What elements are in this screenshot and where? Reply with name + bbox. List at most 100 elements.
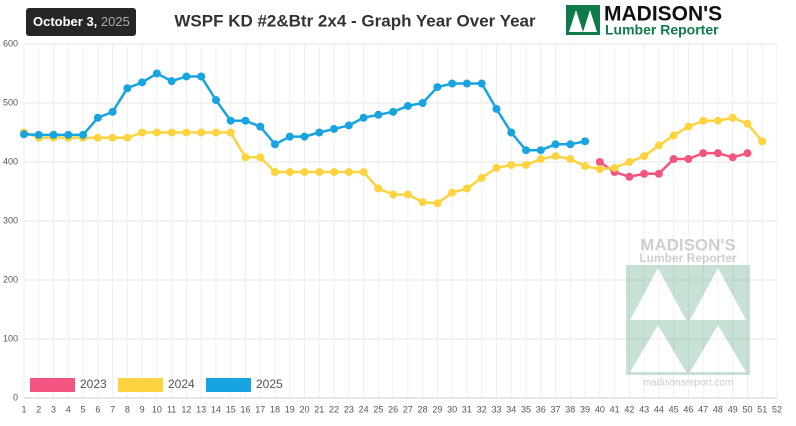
- point: [167, 128, 176, 137]
- x-tick-label: 17: [255, 404, 265, 414]
- point: [344, 121, 353, 130]
- point: [300, 132, 309, 141]
- x-tick-label: 20: [300, 404, 310, 414]
- point: [330, 168, 339, 177]
- point: [581, 137, 590, 146]
- point: [285, 168, 294, 177]
- point: [211, 96, 220, 105]
- x-tick-label: 46: [683, 404, 693, 414]
- x-tick-label: 6: [95, 404, 100, 414]
- x-tick-label: 29: [432, 404, 442, 414]
- point: [684, 122, 693, 131]
- point: [152, 69, 161, 78]
- x-tick-label: 49: [728, 404, 738, 414]
- point: [610, 163, 619, 172]
- logo-name: MADISON'S: [604, 3, 722, 26]
- y-tick-label: 500: [3, 97, 18, 107]
- point: [152, 128, 161, 137]
- point: [522, 146, 530, 155]
- x-tick-label: 3: [51, 404, 56, 414]
- x-tick-label: 2: [36, 404, 41, 414]
- x-tick-label: 12: [181, 404, 191, 414]
- point: [713, 149, 722, 158]
- x-tick-label: 36: [536, 404, 546, 414]
- point: [330, 124, 339, 133]
- x-tick-label: 5: [81, 404, 86, 414]
- point: [669, 131, 678, 140]
- point: [167, 77, 176, 86]
- point: [123, 133, 132, 142]
- point: [182, 128, 191, 137]
- x-tick-label: 9: [140, 404, 145, 414]
- point: [211, 128, 220, 137]
- x-tick-label: 27: [403, 404, 413, 414]
- point: [699, 149, 708, 158]
- point: [197, 128, 206, 137]
- watermark-tagline: Lumber Reporter: [639, 251, 737, 265]
- point: [551, 140, 560, 149]
- x-tick-label: 43: [639, 404, 649, 414]
- x-tick-label: 13: [196, 404, 206, 414]
- date-main: October 3,: [33, 14, 97, 29]
- point: [566, 155, 575, 164]
- point: [344, 168, 353, 177]
- point: [93, 133, 102, 142]
- x-tick-label: 14: [211, 404, 221, 414]
- point: [79, 130, 88, 139]
- y-tick-label: 200: [3, 274, 18, 284]
- x-tick-label: 11: [167, 404, 176, 414]
- point: [300, 168, 309, 177]
- point: [654, 141, 663, 150]
- x-tick-label: 31: [462, 404, 472, 414]
- point: [226, 128, 235, 137]
- date-year: 2025: [101, 14, 130, 29]
- watermark: MADISON'S Lumber Reporter madisonsreport…: [626, 235, 750, 389]
- point: [20, 130, 28, 139]
- point: [197, 72, 206, 81]
- point: [315, 168, 324, 177]
- point: [492, 163, 501, 172]
- x-tick-label: 39: [580, 404, 590, 414]
- point: [403, 101, 412, 110]
- point: [743, 149, 752, 158]
- point: [522, 160, 530, 169]
- point: [359, 113, 368, 122]
- logo-triangles: [569, 10, 597, 32]
- point: [654, 169, 663, 178]
- point: [507, 160, 516, 169]
- point: [123, 84, 132, 93]
- point: [34, 130, 43, 139]
- point: [492, 104, 501, 113]
- point: [433, 83, 442, 92]
- watermark-triangles: [630, 268, 746, 372]
- x-tick-label: 8: [125, 404, 130, 414]
- x-tick-label: 10: [152, 404, 162, 414]
- point: [226, 116, 235, 125]
- point: [271, 140, 279, 149]
- x-tick-label: 28: [418, 404, 428, 414]
- point: [241, 116, 250, 125]
- chart-title: WSPF KD #2&Btr 2x4 - Graph Year Over Yea…: [174, 11, 536, 30]
- point: [536, 146, 545, 155]
- x-tick-label: 25: [373, 404, 383, 414]
- point: [285, 132, 294, 141]
- point: [507, 128, 516, 137]
- point: [448, 79, 457, 88]
- legend-swatch: [30, 378, 75, 392]
- x-tick-label: 35: [521, 404, 531, 414]
- x-tick-label: 15: [226, 404, 236, 414]
- x-tick-label: 52: [772, 404, 782, 414]
- x-tick-label: 48: [713, 404, 723, 414]
- x-tick-label: 38: [565, 404, 575, 414]
- x-tick-label: 1: [21, 404, 26, 414]
- point: [551, 152, 560, 161]
- point: [49, 130, 58, 139]
- point: [477, 173, 486, 182]
- point: [625, 172, 634, 181]
- x-tick-label: 45: [669, 404, 679, 414]
- point: [728, 153, 737, 162]
- x-tick-label: 7: [110, 404, 115, 414]
- point: [669, 155, 678, 164]
- x-tick-label: 50: [742, 404, 752, 414]
